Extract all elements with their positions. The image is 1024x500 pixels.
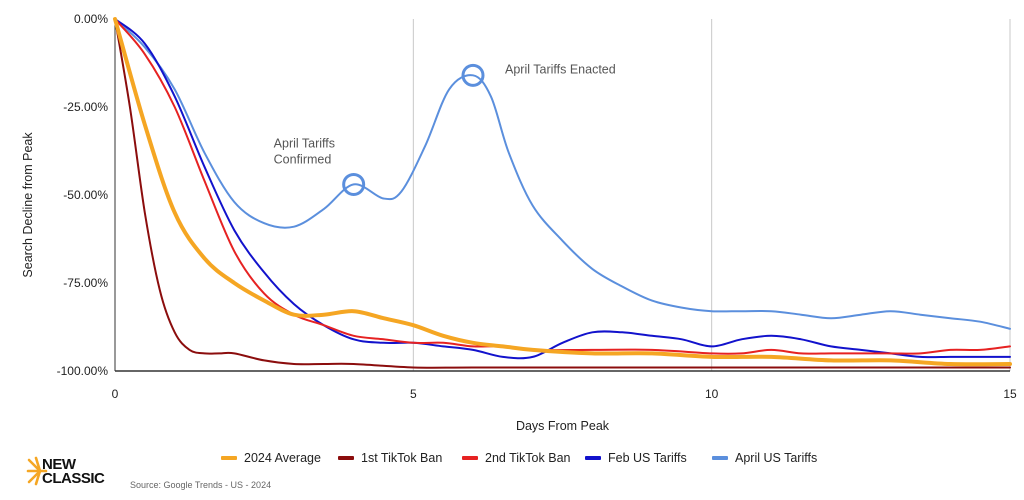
y-tick-label: -75.00% — [63, 276, 108, 290]
legend-label: 2nd TikTok Ban — [485, 451, 571, 465]
sunburst-icon — [26, 456, 48, 486]
series-line-april-us-tariffs — [114, 18, 1011, 330]
y-axis-title: Search Decline from Peak — [21, 132, 35, 278]
legend-swatch — [338, 456, 354, 460]
brand-name-line1: NEW — [42, 456, 76, 473]
series-line-feb-us-tariffs — [114, 18, 1011, 360]
x-tick-label: 0 — [112, 387, 119, 401]
series-line-2024-average — [113, 17, 1012, 367]
annotation-label: April Tariffs — [274, 136, 335, 150]
y-tick-label: -100.00% — [57, 364, 109, 378]
series-line-1st-tiktok-ban — [114, 18, 1011, 369]
y-tick-label: 0.00% — [74, 12, 108, 26]
legend-label: April US Tariffs — [735, 451, 818, 465]
chart-legend: 2024 Average 1st TikTok Ban 2nd TikTok Ban… — [0, 449, 1024, 467]
x-tick-label: 5 — [410, 387, 417, 401]
legend-swatch — [712, 456, 728, 460]
annotation-marker — [342, 172, 366, 196]
legend-label: 2024 Average — [244, 451, 321, 465]
annotation-label: April Tariffs Enacted — [505, 62, 616, 76]
x-tick-label: 10 — [705, 387, 719, 401]
legend-item-feb-us-tariffs: Feb US Tariffs — [585, 449, 687, 467]
legend-swatch — [585, 456, 601, 460]
legend-item-2nd-tiktok-ban: 2nd TikTok Ban — [462, 449, 570, 467]
legend-item-1st-tiktok-ban: 1st TikTok Ban — [338, 449, 442, 467]
legend-item-2024-average: 2024 Average — [221, 449, 321, 467]
annotation-marker — [461, 63, 485, 87]
legend-swatch — [462, 456, 478, 460]
x-axis-title: Days From Peak — [516, 419, 610, 433]
y-tick-label: -25.00% — [63, 100, 108, 114]
y-tick-label: -50.00% — [63, 188, 108, 202]
brand-name-line2: CLASSIC — [42, 470, 105, 487]
brand-logo: NEW CLASSIC — [26, 456, 126, 490]
x-tick-label: 15 — [1003, 387, 1017, 401]
legend-swatch — [221, 456, 237, 460]
source-note: Source: Google Trends - US - 2024 — [130, 480, 272, 490]
legend-item-april-us-tariffs: April US Tariffs — [712, 449, 817, 467]
annotation-label: Confirmed — [274, 152, 332, 166]
legend-label: Feb US Tariffs — [608, 451, 687, 465]
legend-label: 1st TikTok Ban — [361, 451, 443, 465]
